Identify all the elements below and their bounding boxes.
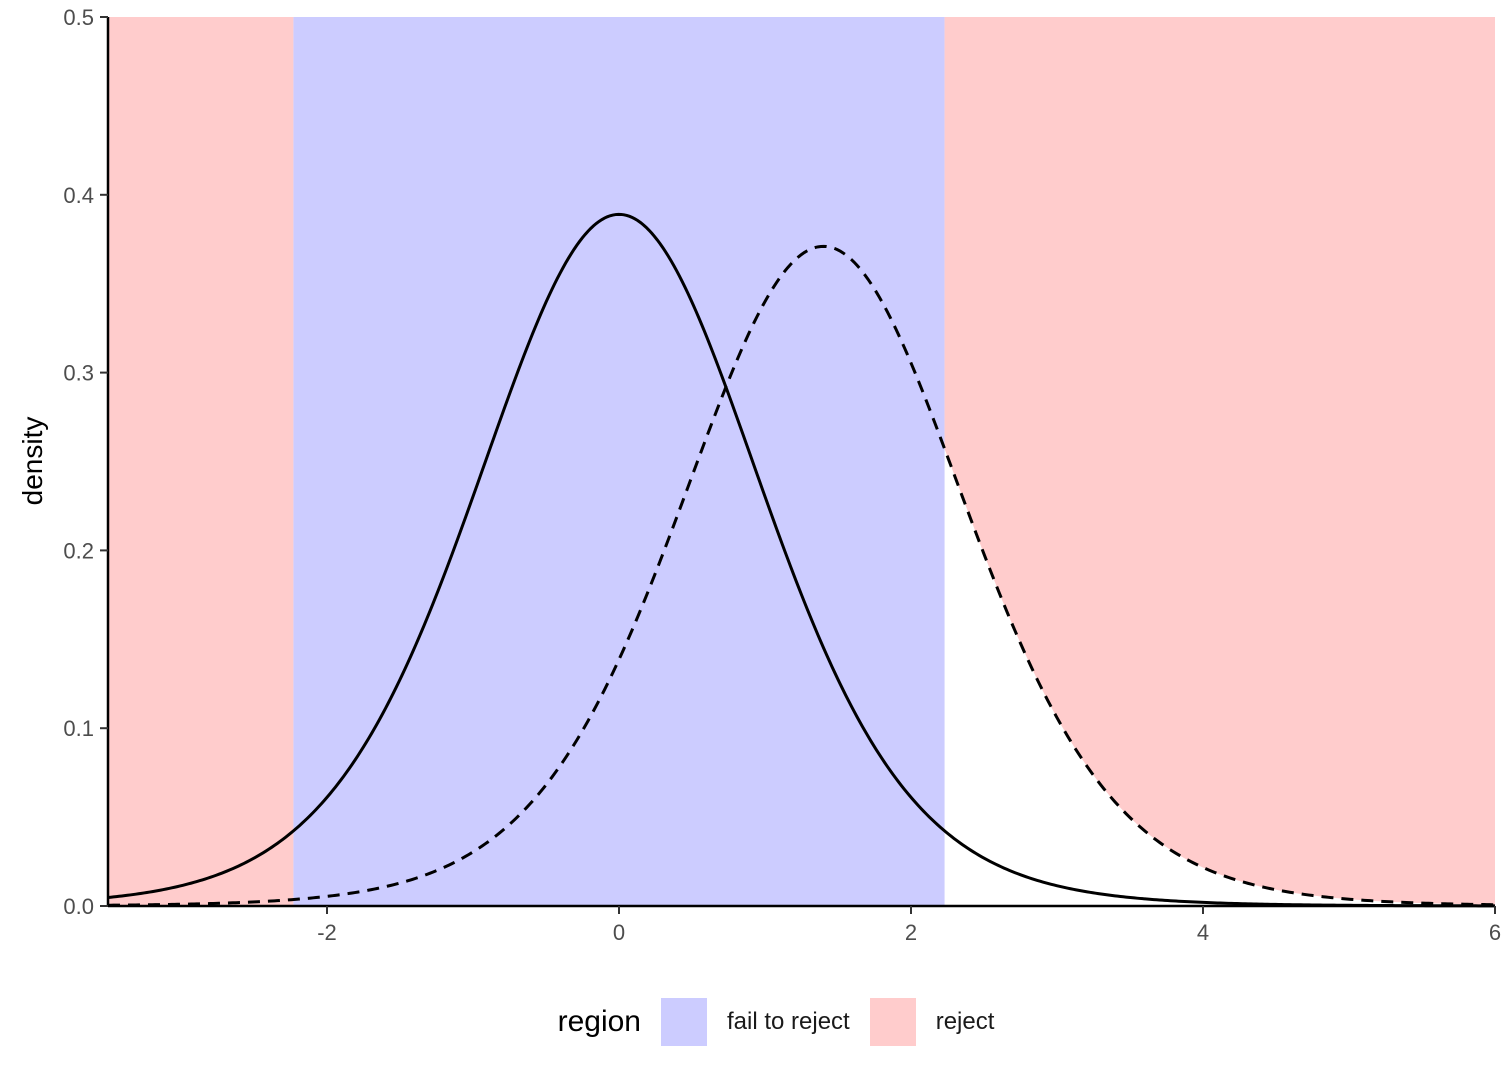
y-tick-label: 0.1 — [63, 716, 94, 741]
legend-label-reject: reject — [935, 1008, 995, 1035]
region-reject-right — [944, 17, 1495, 905]
region-reject-0 — [108, 17, 294, 906]
legend-key-fail-to-reject — [661, 998, 707, 1046]
curve-dashed — [107, 244, 1496, 907]
y-tick-label: 0.2 — [63, 538, 94, 563]
x-tick-label: -2 — [317, 920, 337, 945]
axes — [106, 17, 1495, 908]
x-tick-label: 0 — [613, 920, 625, 945]
y-tick-label: 0.5 — [63, 5, 94, 30]
x-tick-label: 4 — [1197, 920, 1209, 945]
x-tick-label: 2 — [905, 920, 917, 945]
y-tick-label: 0.0 — [63, 894, 94, 919]
legend-label-fail-to-reject: fail to reject — [727, 1008, 850, 1035]
legend-title: region — [557, 1005, 641, 1038]
region-rects — [108, 17, 1495, 906]
y-axis-ticks: 0.0 0.1 0.2 0.3 0.4 0.5 — [63, 5, 108, 919]
region-fail-to-reject-1 — [293, 17, 945, 906]
y-tick-label: 0.3 — [63, 361, 94, 386]
curve-solid — [107, 212, 1495, 908]
density-chart: -2 0 2 4 6 0.0 0.1 0.2 0.3 0.4 0.5 density — [17, 5, 1501, 945]
y-axis-title: density — [17, 417, 48, 506]
y-tick-label: 0.4 — [63, 183, 94, 208]
x-tick-label: 6 — [1489, 920, 1501, 945]
legend-key-reject — [869, 998, 916, 1046]
x-axis-ticks: -2 0 2 4 6 — [317, 906, 1501, 945]
density-curves — [107, 212, 1496, 908]
legend: region fail to reject reject — [0, 996, 1512, 1048]
